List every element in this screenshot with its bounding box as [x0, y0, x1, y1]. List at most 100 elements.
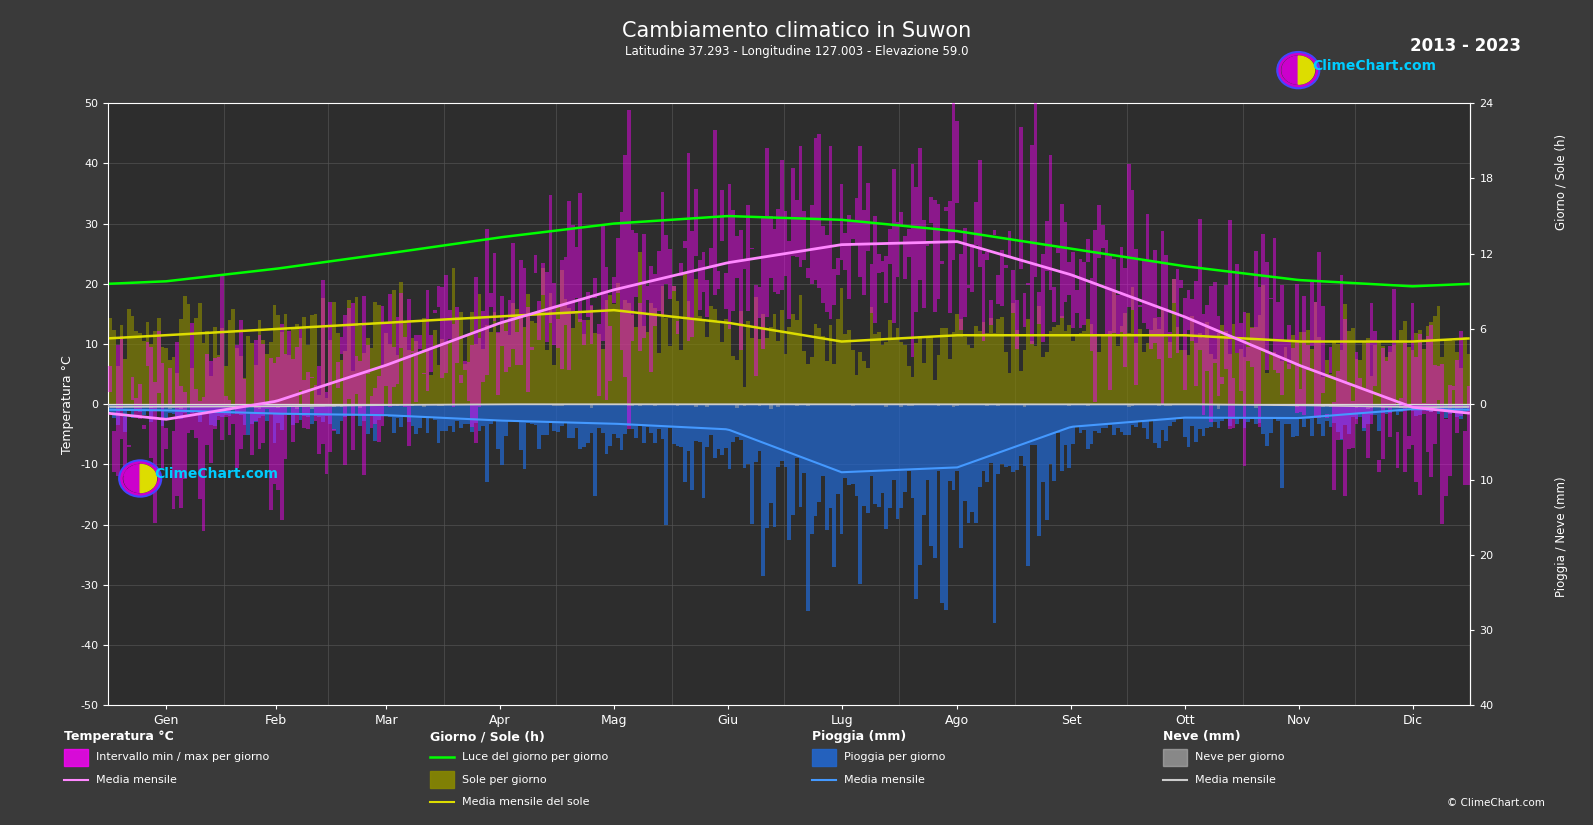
Bar: [1246, 404, 1251, 422]
Bar: [661, 404, 664, 439]
Bar: [1115, 295, 1120, 334]
Bar: [687, 153, 690, 342]
Bar: [1157, 404, 1161, 406]
Bar: [581, 333, 586, 404]
Bar: [1423, 404, 1426, 410]
Bar: [1168, 404, 1172, 426]
Bar: [167, 360, 172, 404]
Bar: [1026, 319, 1031, 404]
Bar: [112, 404, 116, 418]
Bar: [1407, 436, 1411, 449]
Bar: [1251, 404, 1254, 419]
Wedge shape: [1282, 56, 1298, 84]
Bar: [653, 275, 656, 326]
Bar: [328, 341, 333, 404]
Bar: [1399, 404, 1403, 408]
Bar: [1411, 404, 1415, 408]
Bar: [1176, 404, 1179, 419]
Bar: [403, 337, 406, 407]
Bar: [690, 231, 695, 337]
Bar: [884, 342, 889, 404]
Bar: [784, 211, 787, 276]
Bar: [795, 320, 798, 404]
Bar: [747, 321, 750, 404]
Bar: [1223, 285, 1228, 370]
Bar: [381, 404, 384, 405]
Bar: [1228, 219, 1231, 430]
Bar: [989, 318, 992, 404]
Bar: [1254, 328, 1257, 404]
Bar: [400, 404, 403, 427]
Bar: [653, 404, 656, 444]
Bar: [631, 404, 634, 429]
Bar: [1243, 357, 1246, 404]
Bar: [1329, 375, 1332, 404]
Bar: [1037, 306, 1042, 404]
Bar: [175, 342, 180, 496]
Bar: [231, 414, 236, 424]
Bar: [191, 368, 194, 404]
Bar: [851, 222, 854, 239]
Bar: [1437, 404, 1440, 407]
Bar: [1161, 404, 1164, 430]
Bar: [828, 404, 832, 508]
Bar: [937, 204, 940, 299]
Bar: [792, 167, 795, 257]
Bar: [429, 335, 433, 372]
Bar: [840, 288, 843, 404]
Bar: [940, 404, 945, 603]
Bar: [1037, 404, 1042, 535]
Bar: [758, 339, 761, 404]
Bar: [287, 331, 292, 406]
Bar: [1415, 333, 1418, 404]
Bar: [284, 404, 287, 414]
Bar: [1384, 357, 1388, 404]
Bar: [333, 404, 336, 407]
Bar: [717, 321, 720, 404]
Bar: [1403, 321, 1407, 404]
Bar: [814, 324, 817, 404]
Bar: [586, 319, 589, 404]
Bar: [1217, 316, 1220, 396]
Bar: [339, 404, 344, 421]
Bar: [903, 404, 906, 492]
Bar: [870, 404, 873, 405]
Bar: [139, 333, 142, 404]
Bar: [956, 314, 959, 404]
Bar: [859, 146, 862, 277]
Bar: [1314, 302, 1317, 418]
Bar: [567, 308, 570, 404]
Bar: [400, 282, 403, 404]
Bar: [937, 404, 940, 471]
Bar: [753, 297, 758, 404]
Bar: [1201, 314, 1206, 415]
Bar: [339, 337, 344, 354]
Bar: [236, 345, 239, 469]
Bar: [389, 404, 392, 405]
Bar: [470, 404, 475, 432]
Bar: [1067, 262, 1070, 295]
Bar: [589, 404, 594, 408]
Bar: [769, 216, 773, 278]
Bar: [236, 404, 239, 414]
Bar: [1031, 341, 1034, 404]
Bar: [1395, 340, 1399, 404]
Bar: [1429, 322, 1434, 404]
Bar: [242, 404, 247, 425]
Bar: [836, 319, 840, 404]
Bar: [1392, 345, 1395, 404]
Bar: [1314, 404, 1317, 417]
Bar: [378, 404, 381, 405]
Bar: [373, 404, 378, 405]
Bar: [1403, 343, 1407, 472]
Bar: [381, 306, 384, 426]
Bar: [926, 404, 929, 405]
Bar: [798, 146, 803, 266]
Bar: [1395, 432, 1399, 468]
Bar: [1179, 280, 1184, 288]
Text: Sole per giorno: Sole per giorno: [462, 775, 546, 785]
Bar: [1070, 404, 1075, 444]
Bar: [1012, 304, 1015, 404]
Bar: [900, 342, 903, 404]
Bar: [1206, 322, 1209, 404]
